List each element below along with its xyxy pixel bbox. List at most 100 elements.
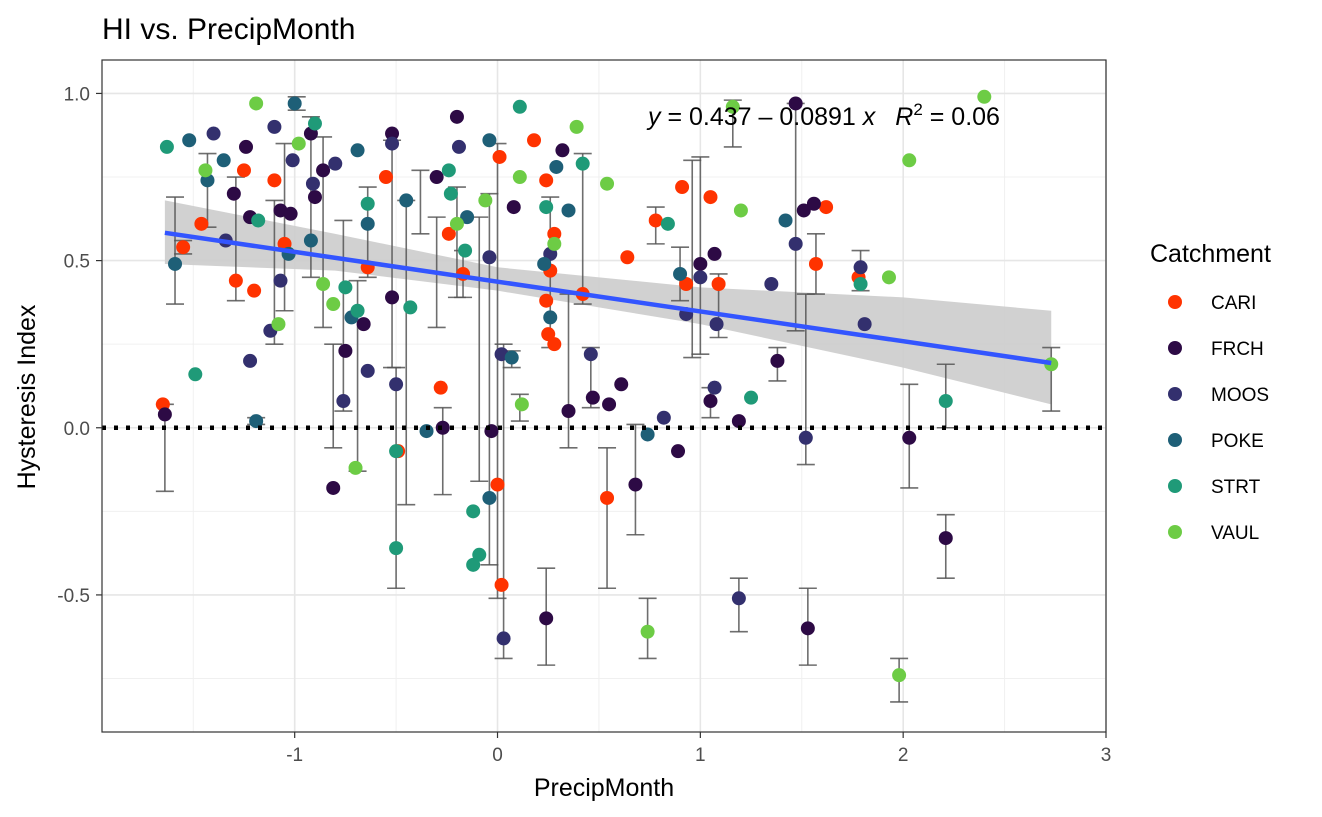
y-axis-title: Hysteresis Index [13, 304, 41, 489]
point-cari [267, 173, 282, 188]
point-frch [326, 480, 341, 495]
point-strt [660, 216, 675, 231]
point-cari [600, 490, 615, 505]
point-poke [543, 310, 558, 325]
point-strt [466, 557, 481, 572]
equation-x: x [862, 103, 877, 131]
legend-key-vaul [1168, 525, 1182, 539]
point-frch [770, 353, 785, 368]
point-moos [482, 250, 497, 265]
point-strt [441, 163, 456, 178]
point-strt [251, 213, 266, 228]
legend-label-moos: MOOS [1211, 385, 1269, 406]
y-tick-label: 0.0 [64, 419, 90, 440]
point-cari [176, 240, 191, 255]
point-moos [853, 260, 868, 275]
point-poke [350, 143, 365, 158]
point-moos [583, 347, 598, 362]
point-vaul [512, 170, 527, 185]
point-cari [547, 337, 562, 352]
point-moos [731, 591, 746, 606]
point-frch [338, 343, 353, 358]
point-cari [494, 577, 509, 592]
y-tick-label: 1.0 [64, 84, 90, 105]
point-moos [764, 277, 779, 291]
point-poke [673, 266, 688, 281]
point-cari [819, 200, 834, 215]
point-moos [707, 380, 722, 395]
point-frch [788, 96, 803, 111]
point-vaul [291, 136, 306, 151]
legend: Catchment CARI FRCH MOOS POKE STRT VAUL [1150, 240, 1271, 544]
y-tick-label: -0.5 [57, 586, 90, 607]
point-moos [267, 119, 282, 134]
point-cari [247, 283, 262, 298]
point-frch [157, 407, 172, 422]
regression-line [164, 230, 1052, 366]
point-moos [496, 631, 511, 646]
point-vaul [198, 163, 213, 178]
x-tick-label: -1 [286, 745, 303, 766]
point-strt [458, 243, 473, 258]
point-moos [857, 317, 872, 332]
point-frch [239, 139, 254, 154]
legend-key-cari [1168, 295, 1182, 309]
point-strt [350, 303, 365, 318]
confidence-ribbon [164, 200, 1052, 405]
point-vaul [881, 270, 896, 285]
point-poke [561, 203, 576, 218]
point-strt [338, 280, 353, 295]
point-strt [853, 277, 868, 291]
point-strt [443, 186, 458, 201]
point-cari [703, 190, 718, 205]
point-frch [283, 206, 298, 221]
point-strt [389, 444, 404, 459]
point-vaul [271, 317, 286, 332]
point-moos [336, 394, 351, 409]
point-frch [316, 163, 331, 178]
point-frch [796, 203, 811, 218]
point-cari [441, 226, 456, 241]
x-axis-title: PrecipMonth [534, 774, 674, 802]
point-poke [249, 414, 264, 429]
point-vaul [326, 297, 341, 312]
point-frch [671, 444, 686, 459]
point-strt [744, 390, 759, 405]
point-cari [675, 180, 690, 195]
point-strt [512, 99, 527, 114]
legend-label-cari: CARI [1211, 293, 1256, 314]
point-frch [385, 126, 400, 141]
legend-key-strt [1168, 479, 1182, 493]
point-cari [492, 149, 507, 164]
point-frch [506, 200, 521, 215]
equation-superscript: 2 [913, 100, 922, 119]
point-strt [389, 541, 404, 556]
point-frch [435, 420, 450, 435]
point-strt [938, 394, 953, 409]
x-tick-label: 1 [695, 745, 706, 766]
point-frch [356, 317, 371, 332]
point-poke [460, 210, 475, 225]
plot-border [101, 59, 1107, 733]
point-frch [806, 196, 821, 211]
legend-label-strt: STRT [1211, 477, 1261, 498]
point-cari [194, 216, 209, 231]
point-moos [451, 139, 466, 154]
point-moos [285, 153, 300, 168]
point-moos [206, 126, 221, 141]
point-frch [226, 186, 241, 201]
point-poke [482, 133, 497, 148]
point-frch [307, 190, 322, 205]
point-strt [403, 300, 418, 315]
regression-equation: y = 0.437 – 0.0891 x R2 = 0.06 [646, 100, 1000, 131]
equation-mid: = 0.437 – 0.0891 [661, 103, 863, 131]
point-frch [602, 397, 617, 412]
point-cari [547, 226, 562, 241]
point-frch [707, 246, 722, 261]
legend-key-moos [1168, 387, 1182, 401]
point-strt [575, 156, 590, 171]
point-frch [429, 170, 444, 185]
equation-y: y [646, 103, 662, 131]
point-frch [614, 377, 629, 392]
point-moos [305, 176, 320, 191]
